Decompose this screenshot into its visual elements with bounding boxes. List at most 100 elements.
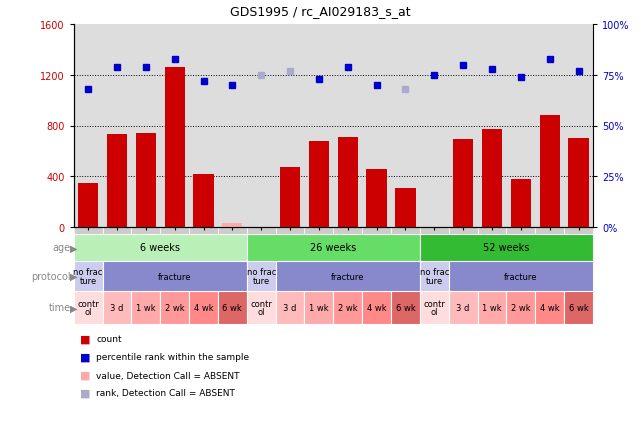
Text: 6 wk: 6 wk — [569, 303, 588, 312]
Bar — [247, 234, 420, 261]
Text: ■: ■ — [80, 370, 90, 380]
Bar — [280, 168, 300, 227]
Text: protocol: protocol — [31, 271, 71, 281]
Bar — [449, 261, 593, 291]
Text: contr
ol: contr ol — [250, 299, 272, 316]
Bar — [449, 227, 478, 298]
Text: ▶: ▶ — [70, 243, 78, 253]
Bar — [333, 291, 362, 324]
Bar — [453, 140, 473, 227]
Text: fracture: fracture — [331, 272, 365, 281]
Bar — [74, 227, 103, 298]
Text: 1 wk: 1 wk — [136, 303, 156, 312]
Text: contr
ol: contr ol — [77, 299, 99, 316]
Bar — [218, 291, 247, 324]
Bar — [222, 224, 242, 227]
Bar — [160, 227, 189, 298]
Bar — [103, 261, 247, 291]
Bar — [74, 291, 103, 324]
Bar — [338, 138, 358, 227]
Text: 26 weeks: 26 weeks — [310, 243, 356, 253]
Text: 4 wk: 4 wk — [540, 303, 560, 312]
Text: ■: ■ — [80, 388, 90, 398]
Bar — [420, 261, 449, 291]
Text: 3 d: 3 d — [456, 303, 470, 312]
Bar — [309, 141, 329, 227]
Text: 3 d: 3 d — [283, 303, 297, 312]
Text: fracture: fracture — [504, 272, 538, 281]
Text: ■: ■ — [80, 352, 90, 362]
Bar — [362, 291, 391, 324]
Bar — [136, 134, 156, 227]
Bar — [218, 227, 247, 298]
Bar — [564, 291, 593, 324]
Bar — [333, 227, 362, 298]
Bar — [107, 135, 127, 227]
Text: contr
ol: contr ol — [423, 299, 445, 316]
Bar — [103, 291, 131, 324]
Bar — [367, 169, 387, 227]
Text: ▶: ▶ — [70, 303, 78, 313]
Bar — [420, 291, 449, 324]
Bar — [276, 291, 304, 324]
Bar — [395, 188, 415, 227]
Bar — [391, 291, 420, 324]
Bar — [189, 227, 218, 298]
Text: no frac
ture: no frac ture — [247, 268, 276, 285]
Text: 6 weeks: 6 weeks — [140, 243, 180, 253]
Bar — [506, 227, 535, 298]
Text: rank, Detection Call = ABSENT: rank, Detection Call = ABSENT — [96, 388, 235, 398]
Bar — [362, 227, 391, 298]
Text: no frac
ture: no frac ture — [74, 268, 103, 285]
Bar — [506, 291, 535, 324]
Text: 1 wk: 1 wk — [482, 303, 502, 312]
Bar — [74, 234, 247, 261]
Text: 2 wk: 2 wk — [511, 303, 531, 312]
Text: value, Detection Call = ABSENT: value, Detection Call = ABSENT — [96, 371, 240, 380]
Bar — [391, 227, 420, 298]
Text: no frac
ture: no frac ture — [420, 268, 449, 285]
Bar — [103, 227, 131, 298]
Bar — [131, 227, 160, 298]
Bar — [478, 227, 506, 298]
Text: 52 weeks: 52 weeks — [483, 243, 529, 253]
Bar — [160, 291, 189, 324]
Text: 6 wk: 6 wk — [395, 303, 415, 312]
Bar — [540, 116, 560, 227]
Text: time: time — [48, 303, 71, 313]
Text: 2 wk: 2 wk — [165, 303, 185, 312]
Bar — [420, 234, 593, 261]
Bar — [78, 183, 98, 227]
Text: count: count — [96, 335, 122, 344]
Bar — [564, 227, 593, 298]
Text: percentile rank within the sample: percentile rank within the sample — [96, 353, 249, 362]
Text: GDS1995 / rc_AI029183_s_at: GDS1995 / rc_AI029183_s_at — [230, 5, 411, 18]
Bar — [478, 291, 506, 324]
Bar — [482, 130, 502, 227]
Bar — [449, 291, 478, 324]
Text: ■: ■ — [80, 334, 90, 344]
Bar — [189, 291, 218, 324]
Bar — [247, 261, 276, 291]
Text: ▶: ▶ — [70, 271, 78, 281]
Bar — [535, 227, 564, 298]
Bar — [535, 291, 564, 324]
Text: 3 d: 3 d — [110, 303, 124, 312]
Text: 4 wk: 4 wk — [367, 303, 387, 312]
Bar — [247, 227, 276, 298]
Bar — [304, 291, 333, 324]
Bar — [131, 291, 160, 324]
Bar — [511, 179, 531, 227]
Text: 6 wk: 6 wk — [222, 303, 242, 312]
Bar — [165, 68, 185, 227]
Bar — [194, 174, 213, 227]
Text: fracture: fracture — [158, 272, 192, 281]
Bar — [74, 261, 103, 291]
Text: 1 wk: 1 wk — [309, 303, 329, 312]
Bar — [420, 227, 449, 298]
Bar — [276, 261, 420, 291]
Bar — [276, 227, 304, 298]
Text: age: age — [53, 243, 71, 253]
Text: 4 wk: 4 wk — [194, 303, 213, 312]
Bar — [304, 227, 333, 298]
